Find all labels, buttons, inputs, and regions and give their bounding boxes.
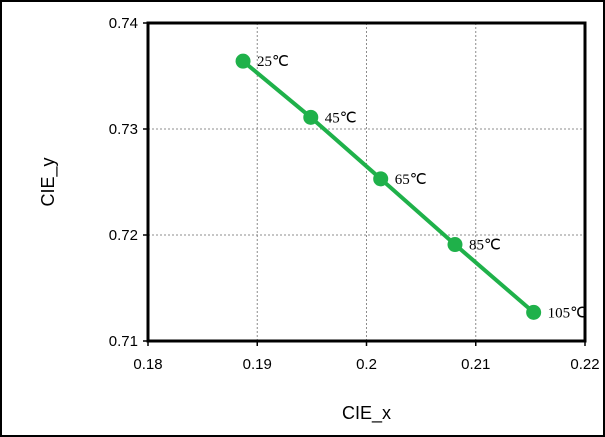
x-tick-label: 0.18	[133, 356, 162, 373]
x-tick-label: 0.19	[243, 356, 272, 373]
data-point	[303, 109, 319, 125]
data-point-label: 25℃	[257, 54, 289, 70]
plot-area-border	[146, 21, 587, 343]
data-point-label: 65℃	[395, 172, 427, 188]
data-point-label: 105℃	[548, 305, 587, 321]
x-axis-title: CIE_x	[342, 403, 391, 424]
data-point	[447, 237, 463, 253]
y-tick-label: 0.73	[109, 121, 138, 138]
x-tick-label: 0.22	[570, 356, 599, 373]
x-tick-label: 0.2	[356, 356, 377, 373]
y-tick-label: 0.72	[109, 227, 138, 244]
point-labels: 25℃ 45℃ 65℃ 85℃ 105℃	[257, 54, 587, 321]
data-point-label: 85℃	[469, 238, 501, 254]
data-point-label: 45℃	[325, 110, 357, 126]
data-point	[526, 304, 542, 320]
y-tick-label: 0.71	[109, 333, 138, 350]
series-line	[241, 59, 535, 314]
y-axis-title: CIE_y	[38, 157, 59, 206]
data-point	[235, 53, 251, 69]
tick-labels: 0.18 0.19 0.2 0.21 0.22 0.71 0.72 0.73 0.74	[109, 15, 600, 373]
data-point	[373, 171, 389, 187]
series-group	[235, 53, 542, 320]
gridlines	[148, 23, 585, 341]
x-tick-label: 0.21	[461, 356, 490, 373]
y-tick-label: 0.74	[109, 15, 138, 32]
